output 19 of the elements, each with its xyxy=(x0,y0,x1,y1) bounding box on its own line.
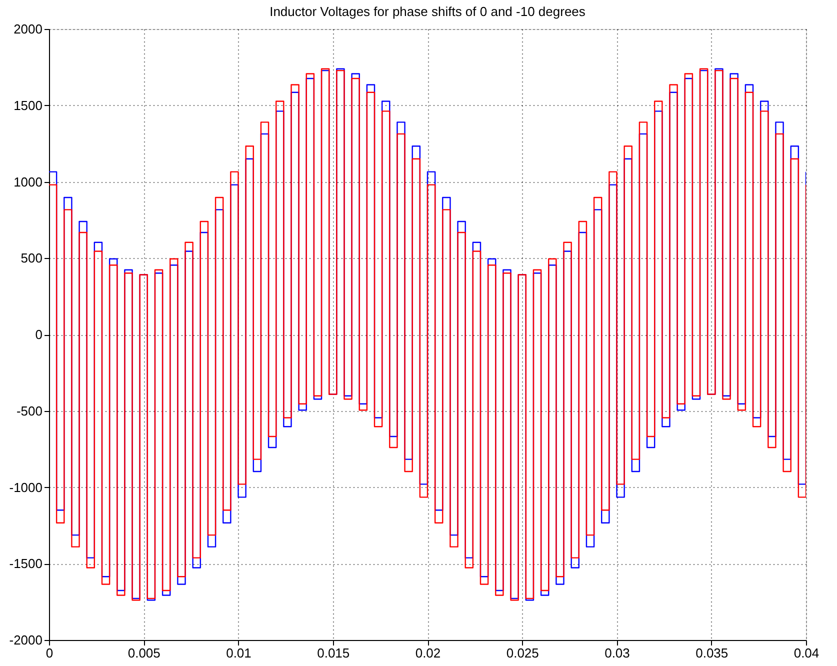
x-tick-label: 0.035 xyxy=(696,646,728,660)
y-tick-label: -500 xyxy=(16,403,42,418)
y-tick-label: -2000 xyxy=(9,632,42,648)
x-tick-label: 0.01 xyxy=(226,646,252,660)
chart-title: Inductor Voltages for phase shifts of 0 and -10 degrees xyxy=(270,4,586,19)
y-tick-label: 1000 xyxy=(14,174,42,190)
x-tick-label: 0.04 xyxy=(794,646,820,660)
y-tick-label: 1500 xyxy=(14,98,42,113)
x-tick-label: 0.025 xyxy=(506,646,539,660)
x-tick-label: 0.03 xyxy=(604,646,630,660)
x-tick-label: 0.015 xyxy=(317,646,350,660)
x-tick-label: 0.02 xyxy=(415,646,441,660)
y-tick-label: -1000 xyxy=(9,480,42,495)
x-tick-label: 0.005 xyxy=(128,646,160,660)
x-tick-label: 0 xyxy=(46,646,54,660)
y-tick-label: 2000 xyxy=(14,22,42,36)
y-tick-label: 500 xyxy=(20,250,42,266)
y-tick-label: 0 xyxy=(35,327,42,342)
y-tick-label: -1500 xyxy=(9,556,42,572)
